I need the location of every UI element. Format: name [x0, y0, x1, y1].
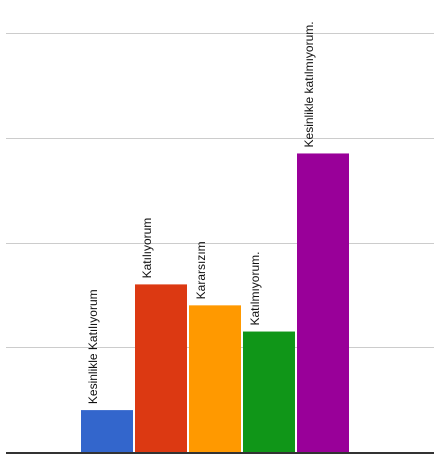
bar-labels: Kesinlikle Katılıyorum Katılıyorum Kararsı…	[86, 21, 316, 404]
bar-4	[243, 331, 295, 452]
bar-label-4: Katılmıyorum.	[248, 252, 262, 326]
bars	[81, 153, 349, 452]
bar-label-2: Katılıyorum	[140, 218, 154, 279]
bar-label-1: Kesinlikle Katılıyorum	[86, 289, 100, 404]
bar-3	[189, 305, 241, 452]
gridlines	[6, 33, 434, 348]
bar-5	[297, 153, 349, 452]
bar-label-5: Kesinlikle katılmıyorum.	[302, 21, 316, 147]
bar-label-3: Kararsızım	[194, 241, 208, 299]
bar-1	[81, 410, 133, 452]
bar-2	[135, 284, 187, 452]
